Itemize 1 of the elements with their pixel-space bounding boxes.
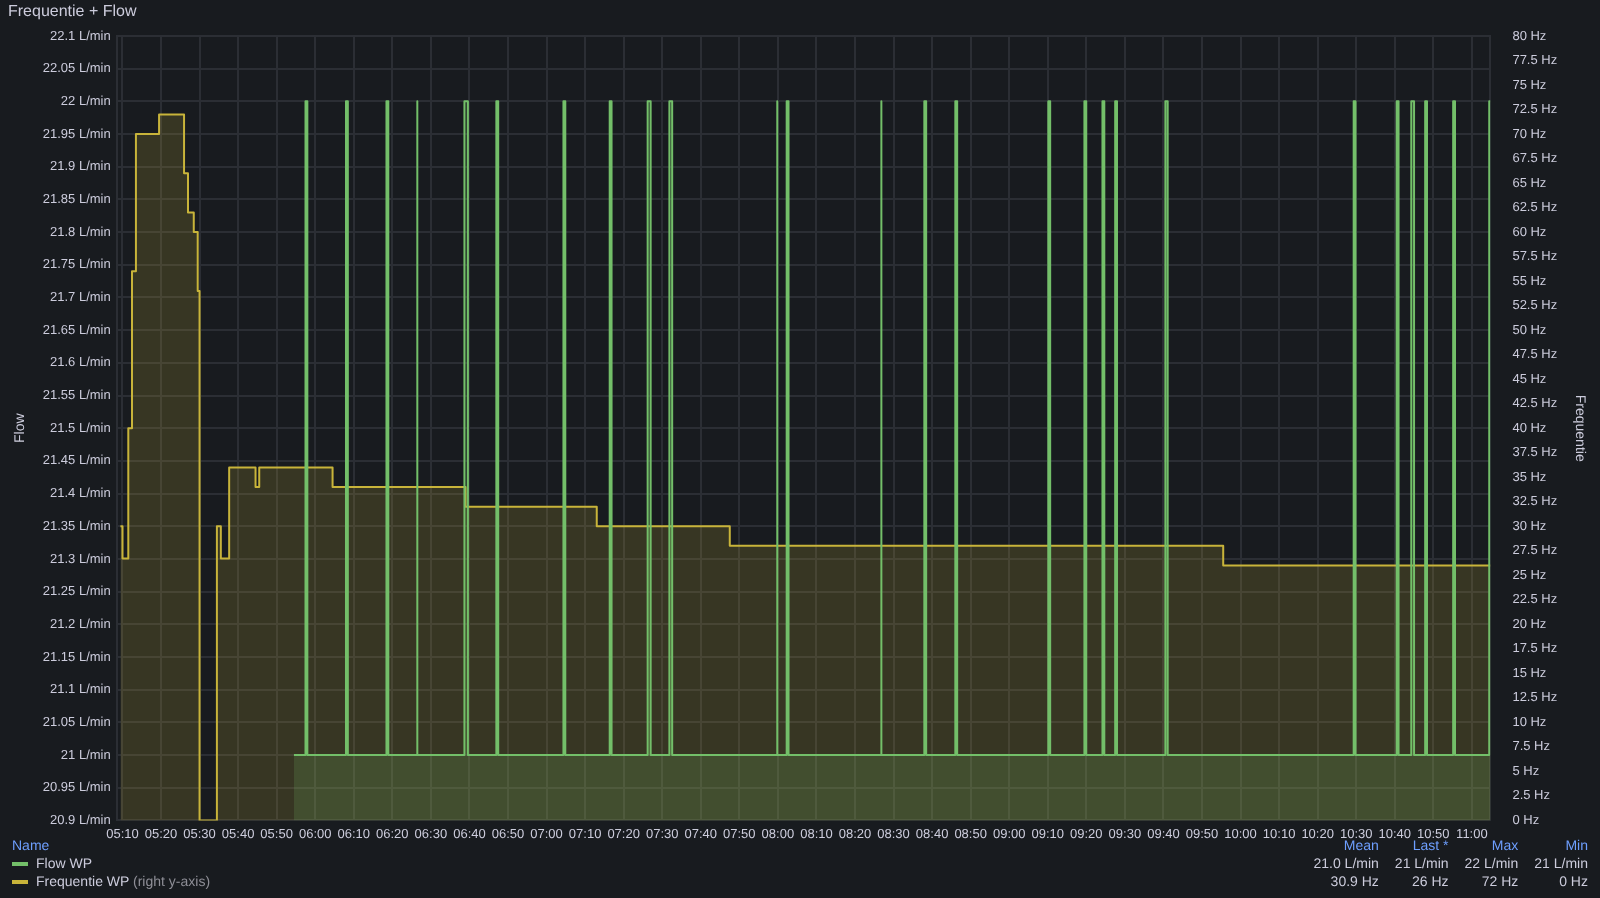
chart-title: Frequentie + Flow bbox=[8, 2, 137, 20]
